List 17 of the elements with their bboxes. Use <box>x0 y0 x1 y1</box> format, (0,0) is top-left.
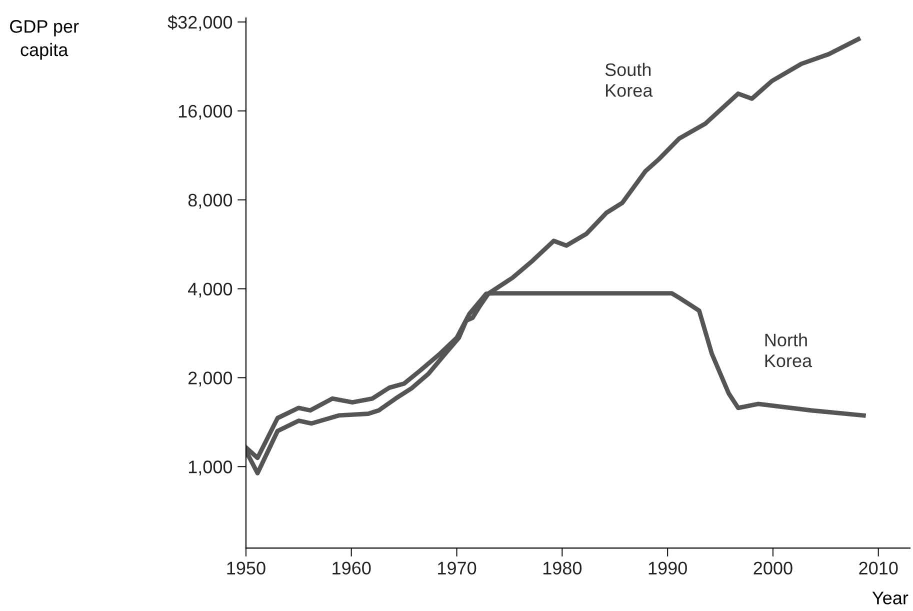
text: South Korea <box>605 62 653 97</box>
x-tick-label: 1970 <box>438 562 476 575</box>
x-tick-label: 1980 <box>543 562 582 575</box>
x-axis-title: Year <box>872 592 908 604</box>
y-tick-label: 8,000 <box>188 194 232 209</box>
y-tick-label: 16,000 <box>178 104 232 120</box>
x-tick-label: 2000 <box>754 562 792 575</box>
text: North Korea <box>765 333 812 368</box>
y-axis-title: GDP per capita <box>10 20 79 60</box>
x-tick-label: 1960 <box>332 562 371 575</box>
y-tick-label: $32,000 <box>168 15 232 31</box>
x-tick-label: 1990 <box>648 562 687 575</box>
x-tick-label: 2010 <box>859 562 898 575</box>
y-tick-label: 4,000 <box>188 282 232 298</box>
y-tick-label: 2,000 <box>188 372 232 387</box>
y-tick-label: 1,000 <box>188 460 232 476</box>
x-tick-label: 1950 <box>227 562 266 575</box>
